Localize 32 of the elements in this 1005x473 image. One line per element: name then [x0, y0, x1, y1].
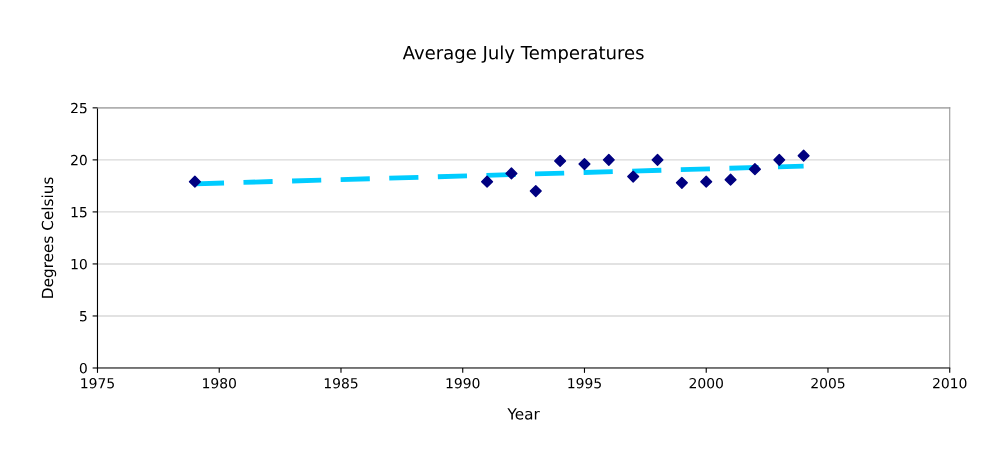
point	[481, 175, 494, 188]
x-tick-label: 1985	[324, 377, 358, 389]
y-tick-label: 0	[79, 362, 87, 374]
point	[602, 153, 615, 166]
x-tick-label: 1990	[446, 377, 480, 389]
point	[797, 149, 810, 162]
point	[554, 154, 567, 167]
x-tick-label: 2010	[933, 377, 967, 389]
y-tick-label: 20	[71, 154, 87, 166]
y-tick-label: 5	[80, 311, 87, 322]
x-tick-label: 1975	[81, 377, 114, 389]
point	[529, 185, 542, 198]
point	[675, 176, 688, 189]
point	[188, 175, 201, 188]
y-axis-title: Degrees Celsius	[41, 177, 57, 298]
point	[627, 170, 640, 183]
x-tick-label: 1980	[203, 377, 236, 389]
x-axis-title: Year	[507, 408, 540, 420]
chart-title: Average July Temperatures	[402, 45, 644, 63]
point	[748, 163, 762, 176]
y-tick-label: 15	[71, 207, 87, 218]
y-tick-label: 25	[71, 102, 87, 114]
point	[724, 173, 737, 186]
point	[651, 153, 664, 166]
point	[578, 157, 591, 171]
x-tick-label: 2000	[689, 377, 723, 389]
point	[505, 167, 518, 180]
y-tick-label: 10	[71, 258, 87, 270]
point	[773, 153, 786, 166]
x-tick-label: 1995	[568, 377, 601, 389]
point	[700, 175, 713, 188]
x-tick-label: 2005	[811, 377, 845, 389]
